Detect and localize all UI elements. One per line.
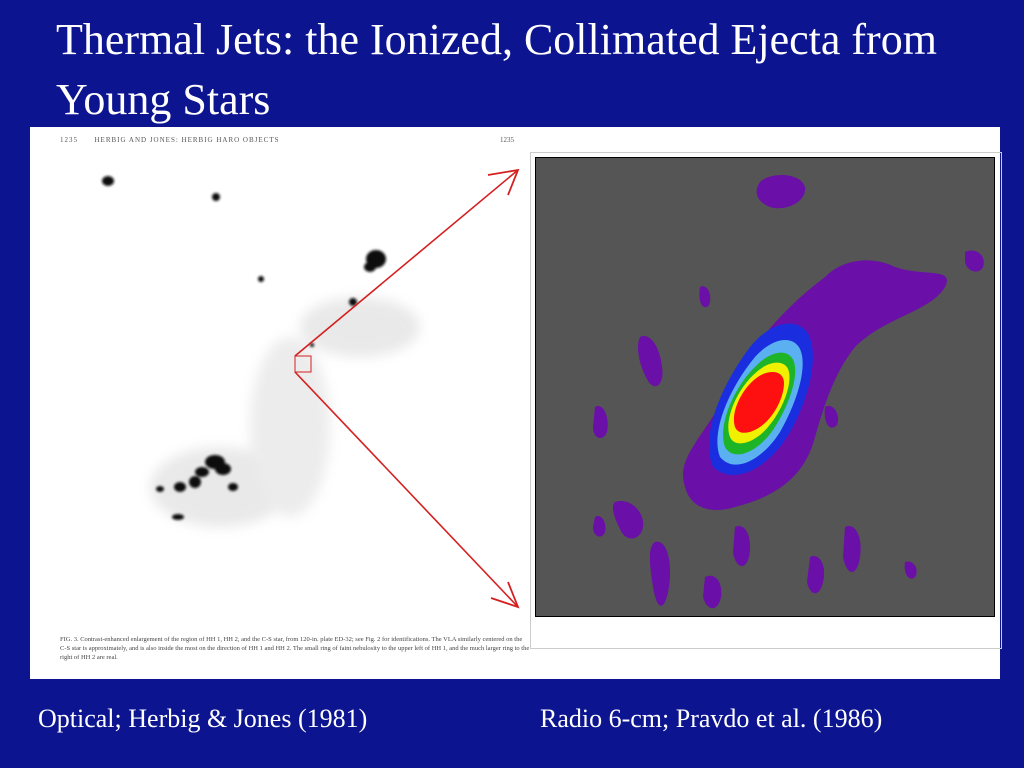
slide-title: Thermal Jets: the Ionized, Collimated Ej… xyxy=(56,15,937,124)
radio-contour-map xyxy=(535,157,995,617)
pointer-line-bottom xyxy=(294,371,519,608)
page-right-number: 1235 xyxy=(500,136,514,144)
page-left-number: 1235 xyxy=(60,136,78,144)
figure-panel: 1235 HERBIG AND JONES: HERBIG HARO OBJEC… xyxy=(30,127,1002,679)
caption-optical: Optical; Herbig & Jones (1981) xyxy=(38,704,368,733)
target-box xyxy=(294,355,312,373)
arrowhead-bottom xyxy=(490,581,520,609)
optical-image xyxy=(102,168,520,609)
contour-red xyxy=(733,371,784,433)
pointer-line-top xyxy=(294,169,519,357)
radio-frame xyxy=(530,152,1002,649)
optical-page-header: 1235 HERBIG AND JONES: HERBIG HARO OBJEC… xyxy=(60,136,279,144)
optical-knots xyxy=(102,176,386,520)
arrowhead-top xyxy=(487,168,520,196)
optical-figure-caption: FIG. 3. Contrast-enhanced enlargement of… xyxy=(60,636,530,661)
page-header-text: HERBIG AND JONES: HERBIG HARO OBJECTS xyxy=(94,136,280,144)
caption-radio: Radio 6-cm; Pravdo et al. (1986) xyxy=(540,704,883,733)
